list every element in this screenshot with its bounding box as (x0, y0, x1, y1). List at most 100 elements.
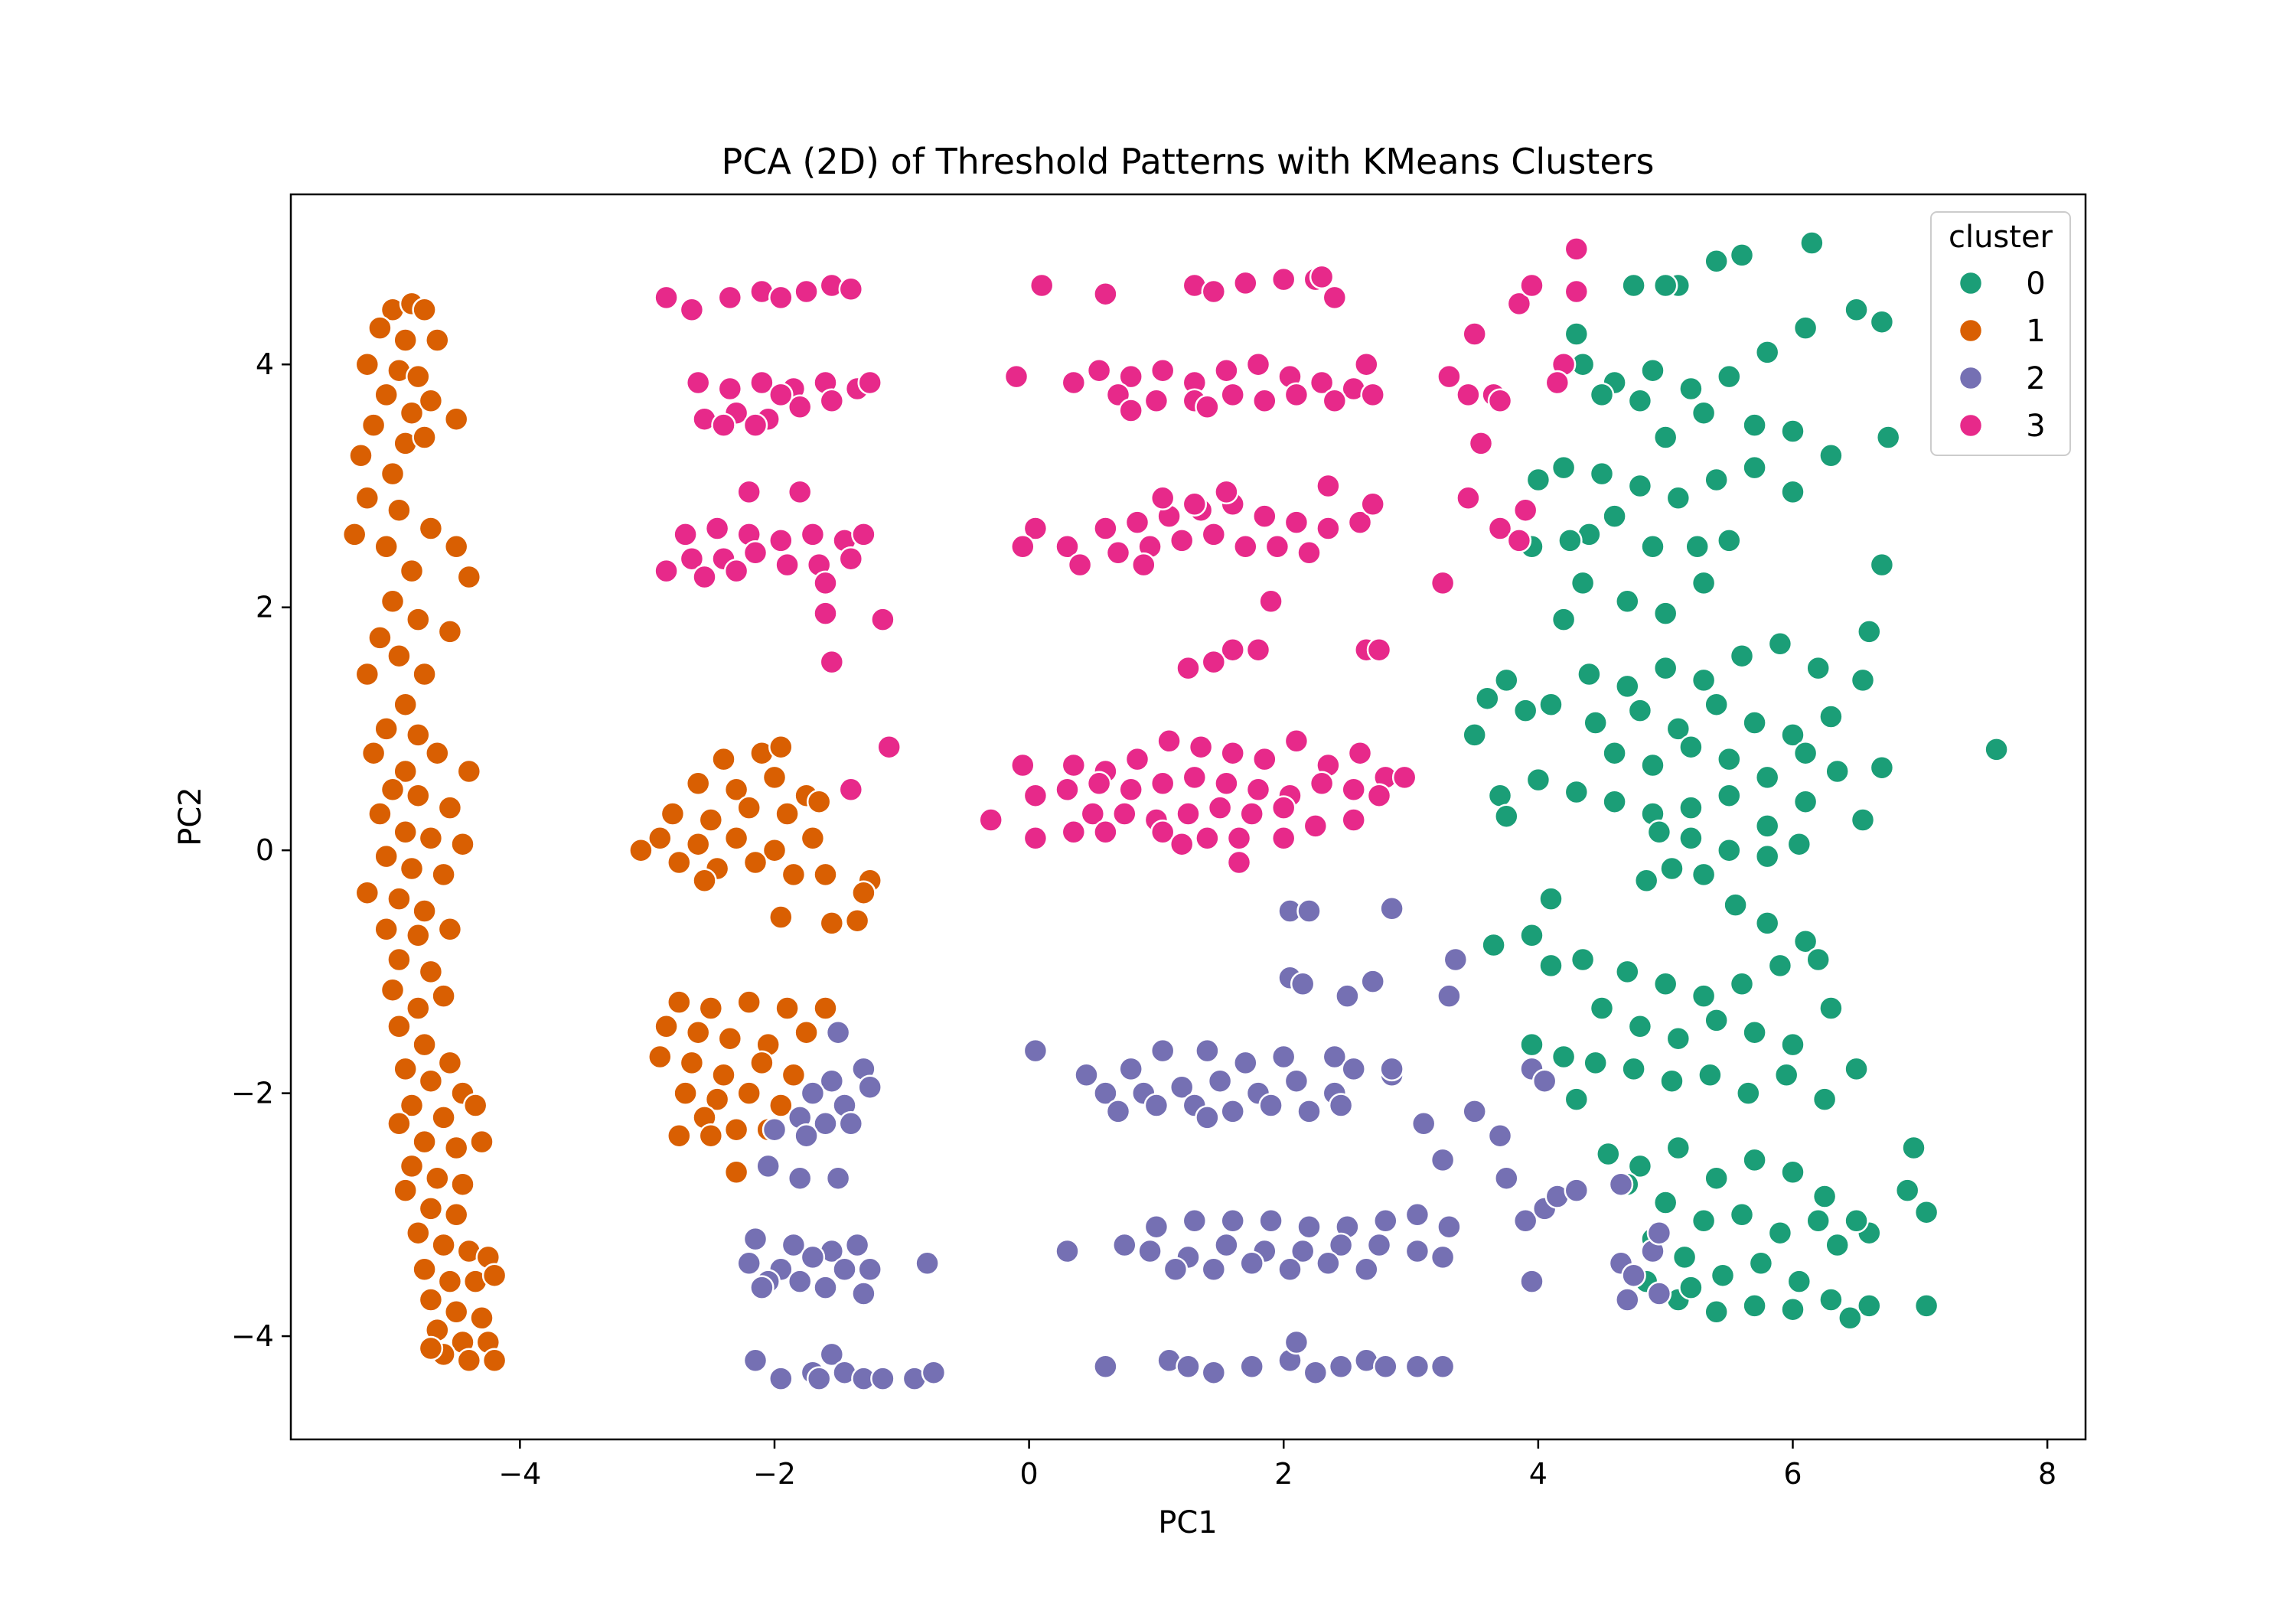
point-cluster-1 (399, 400, 425, 425)
point-cluster-1 (406, 783, 431, 808)
point-cluster-1 (775, 996, 800, 1021)
point-cluster-1 (667, 989, 692, 1015)
point-cluster-0 (1742, 412, 1767, 438)
point-cluster-0 (1621, 272, 1646, 298)
point-cluster-1 (717, 1025, 743, 1051)
point-cluster-3 (1296, 540, 1322, 566)
point-cluster-1 (660, 801, 686, 826)
point-cluster-1 (406, 722, 431, 748)
point-cluster-1 (437, 795, 463, 820)
y-tick-label: −2 (231, 1077, 274, 1110)
point-cluster-2 (819, 1341, 845, 1367)
point-cluster-3 (1201, 279, 1227, 305)
legend-label-3: 3 (2026, 409, 2045, 444)
point-cluster-3 (787, 394, 813, 420)
point-cluster-1 (431, 983, 456, 1009)
point-cluster-1 (425, 740, 450, 766)
point-cluster-2 (1404, 1238, 1430, 1264)
point-cluster-3 (1150, 485, 1176, 511)
y-tick-label: −4 (231, 1319, 274, 1353)
point-cluster-3 (1270, 826, 1296, 851)
point-cluster-2 (1176, 1354, 1201, 1380)
point-cluster-3 (1214, 357, 1239, 383)
point-cluster-1 (685, 831, 711, 857)
point-cluster-3 (978, 807, 1003, 833)
point-cluster-2 (851, 1281, 876, 1306)
point-cluster-1 (685, 771, 711, 797)
point-cluster-0 (1805, 947, 1831, 973)
point-cluster-1 (412, 1257, 437, 1283)
point-cluster-1 (380, 777, 406, 803)
point-cluster-1 (425, 328, 450, 353)
point-cluster-2 (844, 1232, 870, 1258)
point-cluster-0 (1844, 1208, 1869, 1234)
point-cluster-0 (1786, 831, 1812, 857)
point-cluster-2 (1074, 1062, 1099, 1088)
point-cluster-3 (1245, 351, 1271, 377)
point-cluster-3 (1118, 398, 1143, 423)
point-cluster-0 (1627, 388, 1653, 414)
point-cluster-1 (628, 837, 654, 863)
point-cluster-0 (1894, 1178, 1920, 1203)
point-cluster-1 (380, 977, 406, 1002)
point-cluster-0 (1710, 1263, 1736, 1288)
point-cluster-3 (1360, 382, 1385, 408)
point-cluster-0 (1844, 1056, 1869, 1082)
point-cluster-3 (813, 601, 838, 626)
point-cluster-1 (711, 1062, 736, 1088)
point-cluster-0 (1691, 983, 1717, 1009)
legend-label-1: 1 (2026, 314, 2045, 349)
point-cluster-1 (386, 643, 412, 669)
point-cluster-3 (1022, 826, 1049, 851)
point-cluster-2 (1443, 947, 1469, 973)
point-cluster-3 (1468, 431, 1494, 456)
point-cluster-1 (685, 1019, 711, 1045)
point-cluster-3 (742, 412, 768, 438)
point-cluster-0 (1627, 698, 1653, 723)
point-cluster-0 (1627, 1014, 1653, 1039)
point-cluster-2 (1328, 1093, 1354, 1118)
point-cluster-0 (1665, 716, 1691, 742)
legend-marker-3 (1958, 412, 1984, 438)
point-cluster-2 (1328, 1232, 1354, 1258)
point-cluster-0 (1818, 996, 1844, 1021)
point-cluster-1 (698, 1123, 724, 1149)
legend-label-2: 2 (2026, 361, 2045, 396)
point-cluster-0 (1602, 789, 1627, 814)
point-cluster-0 (1564, 1087, 1590, 1112)
point-cluster-0 (1767, 631, 1793, 657)
point-cluster-0 (1742, 710, 1767, 735)
point-cluster-0 (1615, 959, 1640, 985)
point-cluster-3 (768, 285, 794, 311)
point-cluster-1 (360, 412, 386, 438)
point-cluster-0 (1671, 1244, 1698, 1270)
point-cluster-0 (1481, 932, 1506, 958)
point-cluster-3 (1150, 820, 1176, 845)
point-cluster-1 (386, 1111, 412, 1136)
point-cluster-0 (1640, 534, 1665, 559)
point-cluster-0 (1659, 856, 1684, 882)
point-cluster-1 (768, 1093, 794, 1118)
point-cluster-1 (768, 905, 794, 930)
point-cluster-0 (1818, 443, 1844, 468)
point-cluster-0 (1577, 661, 1602, 687)
point-cluster-0 (1754, 340, 1780, 365)
y-axis-label: PC2 (173, 787, 208, 846)
point-cluster-3 (1347, 510, 1373, 535)
point-cluster-1 (412, 898, 437, 924)
point-cluster-1 (386, 1014, 412, 1039)
point-cluster-1 (406, 1220, 431, 1246)
point-cluster-2 (1296, 1099, 1322, 1124)
point-cluster-1 (425, 1165, 450, 1191)
point-cluster-3 (1214, 479, 1239, 505)
point-cluster-1 (418, 1196, 444, 1221)
point-cluster-2 (1494, 1165, 1519, 1191)
point-cluster-2 (1258, 1208, 1283, 1234)
point-cluster-0 (1538, 886, 1564, 911)
point-cluster-3 (1226, 849, 1252, 875)
point-cluster-3 (692, 564, 717, 590)
point-cluster-0 (1717, 363, 1742, 390)
point-cluster-0 (1754, 911, 1780, 936)
point-cluster-3 (1519, 272, 1544, 298)
point-cluster-1 (819, 911, 845, 936)
